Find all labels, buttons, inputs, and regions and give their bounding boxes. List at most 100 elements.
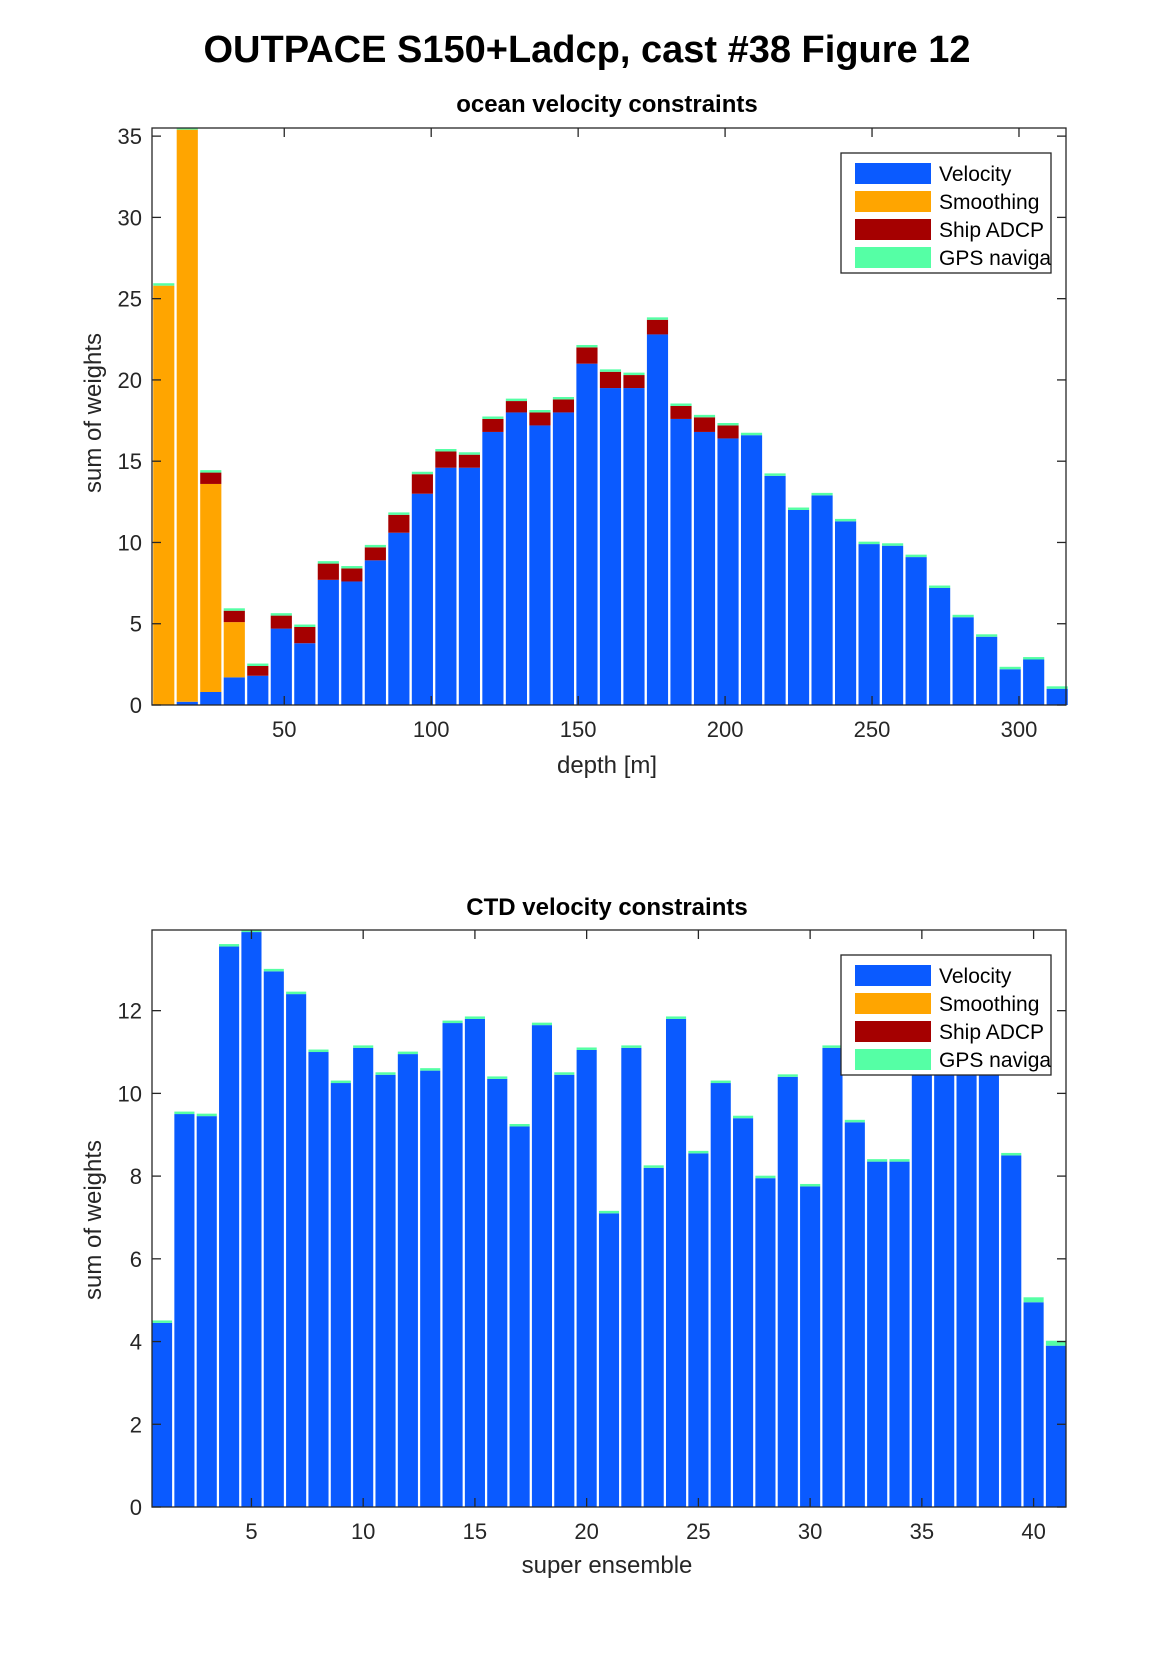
bar-velocity <box>576 363 598 705</box>
bar-gps-naviga <box>835 518 857 522</box>
bar-velocity <box>800 1186 821 1507</box>
bar-velocity <box>1001 1155 1022 1507</box>
bar-group <box>152 930 1066 1507</box>
bar-gps-naviga <box>152 1320 173 1323</box>
bar-gps-naviga <box>623 372 645 376</box>
x-tick-label: 50 <box>272 717 296 742</box>
bar-gps-naviga <box>420 1068 441 1071</box>
bar-group <box>153 128 1068 705</box>
bar-gps-naviga <box>717 423 739 426</box>
bar-ship-adcp <box>529 412 551 426</box>
bar-velocity <box>1023 1302 1044 1507</box>
ocean-velocity-panel: ocean velocity constraints 50 100 150 200 25… <box>80 91 1068 779</box>
bar-velocity <box>263 971 284 1507</box>
bar-ship-adcp <box>388 514 410 533</box>
bar-gps-naviga <box>1045 1340 1066 1346</box>
x-axis-label: super ensemble <box>522 1552 693 1579</box>
y-axis-label: sum of weights <box>80 1140 107 1300</box>
bar-gps-naviga <box>375 1072 396 1075</box>
bar-velocity <box>646 334 669 705</box>
bar-ship-adcp <box>482 418 504 432</box>
x-tick-label: 30 <box>798 1519 822 1544</box>
y-tick-label: 25 <box>118 287 142 312</box>
x-tick-label: 5 <box>245 1519 257 1544</box>
bar-gps-naviga <box>1023 657 1045 660</box>
axes-frame <box>151 929 1067 1508</box>
bar-gps-naviga <box>844 1119 865 1123</box>
bar-velocity <box>688 1153 709 1507</box>
bar-velocity <box>509 1126 530 1507</box>
bar-gps-naviga <box>710 1080 731 1084</box>
bar-velocity <box>308 1052 329 1507</box>
bar-velocity <box>905 557 927 705</box>
bar-velocity <box>464 1018 485 1507</box>
y-tick-label: 30 <box>118 205 142 230</box>
bar-gps-naviga <box>688 1150 709 1154</box>
bar-velocity <box>643 1167 664 1507</box>
bar-gps-naviga <box>458 452 480 455</box>
legend-label: GPS naviga <box>939 1049 1051 1072</box>
bar-gps-naviga <box>952 614 974 618</box>
bar-ship-adcp <box>458 454 480 468</box>
bar-ship-adcp <box>364 547 386 561</box>
legend-swatch <box>855 247 931 268</box>
y-tick-label: 10 <box>118 530 142 555</box>
bar-velocity <box>247 675 269 705</box>
bar-velocity <box>219 946 240 1507</box>
bar-velocity <box>442 1023 463 1507</box>
bar-ship-adcp <box>646 319 669 335</box>
x-tick-label: 250 <box>854 717 891 742</box>
bar-velocity <box>835 521 857 705</box>
bar-velocity <box>710 1083 731 1507</box>
bar-gps-naviga <box>435 449 457 452</box>
bar-gps-naviga <box>176 128 198 130</box>
bar-velocity <box>270 628 292 705</box>
bar-smoothing <box>200 483 222 692</box>
bar-velocity <box>397 1054 418 1507</box>
bar-gps-naviga <box>200 470 222 473</box>
legend-label: Ship ADCP <box>939 1021 1044 1044</box>
bar-ship-adcp <box>505 401 527 413</box>
x-tick-label: 20 <box>574 1519 598 1544</box>
bar-velocity <box>330 1083 351 1507</box>
panel-title: CTD velocity constraints <box>466 894 747 921</box>
x-tick-label: 150 <box>560 717 597 742</box>
bar-gps-naviga <box>487 1076 508 1079</box>
bar-gps-naviga <box>411 471 433 475</box>
bar-gps-naviga <box>755 1175 776 1179</box>
bar-velocity <box>777 1076 798 1507</box>
bar-velocity <box>693 431 716 705</box>
bar-velocity <box>317 579 339 705</box>
y-tick-label: 2 <box>130 1412 142 1437</box>
bar-gps-naviga <box>364 544 386 548</box>
x-tick-label: 100 <box>413 717 450 742</box>
legend-label: GPS naviga <box>939 247 1051 270</box>
x-tick-label: 10 <box>351 1519 375 1544</box>
bar-gps-naviga <box>442 1020 463 1024</box>
bar-gps-naviga <box>263 968 284 972</box>
bar-velocity <box>152 1322 173 1507</box>
bar-gps-naviga <box>733 1115 754 1119</box>
y-tick-label: 35 <box>118 124 142 149</box>
bar-velocity <box>889 1161 910 1507</box>
bar-velocity <box>294 643 316 705</box>
x-tick-label: 15 <box>463 1519 487 1544</box>
bar-velocity <box>882 545 904 705</box>
bar-ship-adcp <box>576 347 598 364</box>
bar-gps-naviga <box>397 1051 418 1055</box>
bar-velocity <box>717 438 739 705</box>
bar-velocity <box>867 1161 888 1507</box>
bar-velocity <box>482 431 504 705</box>
bar-gps-naviga <box>929 585 951 588</box>
bar-velocity <box>670 418 692 705</box>
bar-velocity <box>552 412 575 705</box>
bar-velocity <box>740 435 763 705</box>
x-tick-label: 25 <box>686 1519 710 1544</box>
bar-gps-naviga <box>388 512 410 515</box>
bar-gps-naviga <box>740 432 763 436</box>
legend-swatch <box>855 965 931 986</box>
bar-ship-adcp <box>270 615 292 629</box>
legend: Velocity Smoothing Ship ADCP GPS naviga <box>840 954 1052 1076</box>
bar-gps-naviga <box>552 397 575 400</box>
bar-gps-naviga <box>858 541 880 545</box>
